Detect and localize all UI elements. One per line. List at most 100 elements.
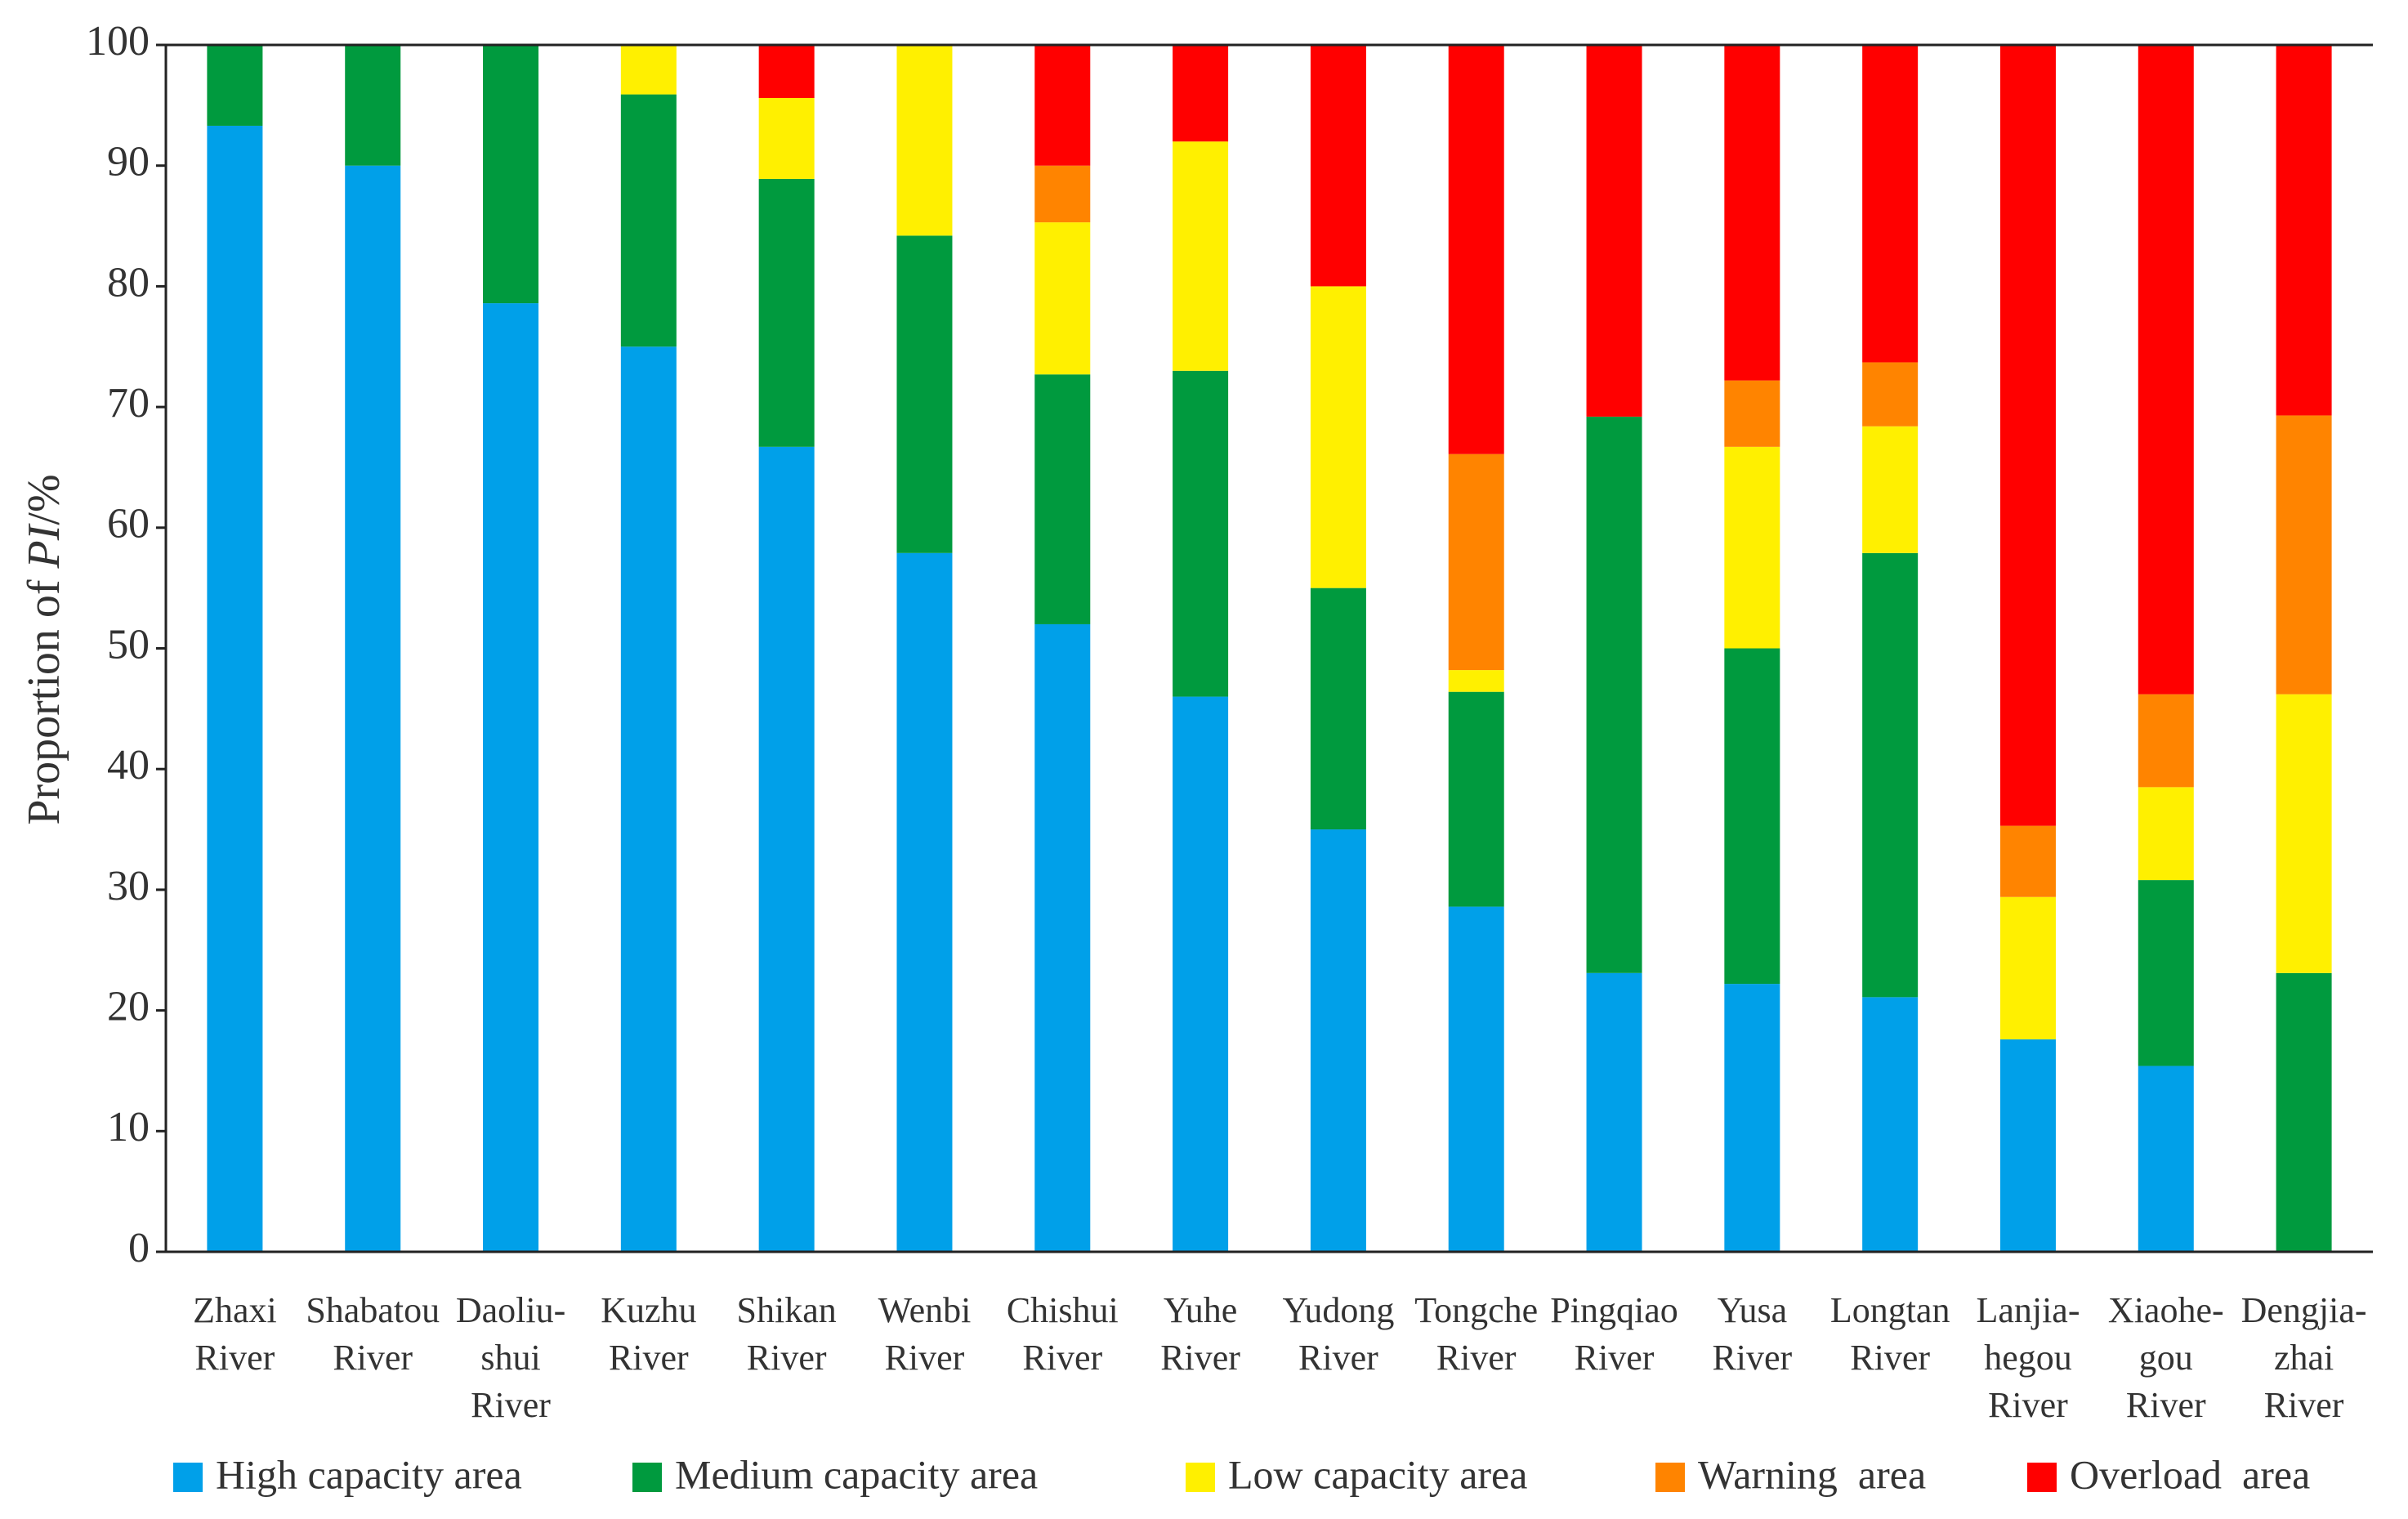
bar-segment [1862, 426, 1919, 553]
bar-segment [758, 446, 815, 1252]
legend-swatch [632, 1463, 662, 1492]
y-tick-label: 50 [107, 621, 150, 668]
y-axis-label: Proportion of PI/% [19, 474, 69, 824]
y-tick-label: 60 [107, 501, 150, 547]
bar-segment [1724, 648, 1780, 985]
x-tick-label: Yusa [1718, 1290, 1788, 1330]
y-label-part: /% [19, 474, 69, 525]
bar-segment [1034, 165, 1091, 223]
bar-segment [620, 94, 677, 347]
x-tick-label: Shikan [737, 1290, 837, 1330]
x-tick-label: Tongche [1414, 1290, 1538, 1330]
x-tick-label: Shabatou [306, 1290, 440, 1330]
y-tick-label: 90 [107, 139, 150, 185]
bar-segment [1999, 896, 2056, 1040]
bar-segment [1173, 141, 1229, 371]
x-tick-label: River [1160, 1338, 1240, 1378]
x-tick-label: shui [480, 1338, 540, 1378]
bar-segment [1310, 587, 1366, 830]
bar-segment [2276, 415, 2332, 695]
x-tick-label: River [1988, 1385, 2068, 1425]
x-tick-label: Yudong [1282, 1290, 1394, 1330]
x-tick-label: Pingqiao [1550, 1290, 1678, 1330]
legend-swatch [1655, 1463, 1685, 1492]
bar-segment [207, 125, 263, 1253]
bar-segment [1999, 45, 2056, 826]
bar-segment [2276, 972, 2332, 1252]
bar-segment [2138, 787, 2194, 881]
y-tick-label: 10 [107, 1104, 150, 1150]
legend-label: Medium capacity area [675, 1451, 1038, 1497]
bar-segment [1999, 1039, 2056, 1252]
y-tick-label: 20 [107, 984, 150, 1030]
bar-segment [896, 235, 953, 553]
bar-segment [2138, 45, 2194, 695]
x-tick-label: Dengjia- [2241, 1290, 2367, 1330]
x-tick-label: River [1850, 1338, 1930, 1378]
legend-swatch [2027, 1463, 2057, 1492]
x-tick-label: Longtan [1830, 1290, 1950, 1330]
legend-label: High capacity area [216, 1451, 522, 1497]
x-tick-label: River [2126, 1385, 2206, 1425]
y-label-part: Proportion of [19, 568, 69, 824]
y-tick-label: 40 [107, 742, 150, 789]
bar-segment [1862, 45, 1919, 363]
x-tick-label: River [2264, 1385, 2344, 1425]
bar-segment [483, 45, 539, 304]
x-tick-label: Lanjia- [1976, 1290, 2080, 1330]
bar-segment [1310, 45, 1366, 287]
x-tick-label: Chishui [1007, 1290, 1119, 1330]
y-tick-label: 0 [128, 1225, 150, 1271]
bar-segment [1173, 370, 1229, 697]
legend-label: Low capacity area [1228, 1451, 1527, 1497]
x-tick-label: River [609, 1338, 689, 1378]
bar-segment [1448, 906, 1504, 1252]
x-tick-label: River [195, 1338, 275, 1378]
y-tick-label: 80 [107, 259, 150, 306]
legend-swatch [173, 1463, 203, 1492]
x-tick-label: River [885, 1338, 965, 1378]
y-tick-label: 100 [86, 18, 150, 65]
bar-segment [758, 178, 815, 447]
bar-segment [896, 552, 953, 1252]
y-label-part: PI [19, 523, 69, 569]
bar-segment [1310, 829, 1366, 1252]
bar-segment [2138, 1066, 2194, 1252]
bar-segment [1173, 45, 1229, 142]
bar-segment [483, 303, 539, 1252]
x-tick-label: River [1575, 1338, 1655, 1378]
x-tick-label: zhai [2274, 1338, 2334, 1378]
x-tick-label: gou [2139, 1338, 2193, 1378]
bar-segment [1724, 446, 1780, 649]
bar-segment [1310, 286, 1366, 588]
bar-segment [207, 45, 263, 126]
legend-label: Warning area [1698, 1451, 1926, 1497]
x-tick-label: hegou [1984, 1338, 2072, 1378]
bar-segment [2138, 880, 2194, 1066]
x-tick-label: Daoliu- [456, 1290, 565, 1330]
bar-segment [1724, 45, 1780, 381]
bar-segment [620, 45, 677, 95]
bar-segment [1586, 45, 1642, 417]
bar-segment [1034, 374, 1091, 624]
x-tick-label: River [471, 1385, 551, 1425]
bar-segment [1862, 362, 1919, 427]
y-tick-label: 70 [107, 380, 150, 427]
bar-segment [896, 45, 953, 236]
bar-segment [2276, 43, 2332, 416]
bar-segment [345, 45, 401, 166]
x-tick-label: River [1712, 1338, 1792, 1378]
bar-segment [1448, 453, 1504, 671]
x-tick-label: Wenbi [878, 1290, 972, 1330]
bar-segment [2276, 694, 2332, 973]
bar-segment [1724, 380, 1780, 447]
x-tick-label: Xiaohe- [2108, 1290, 2224, 1330]
y-tick-label: 30 [107, 863, 150, 909]
bar-segment [1586, 416, 1642, 973]
bar-segment [1999, 825, 2056, 897]
bar-segment [1724, 984, 1780, 1252]
bar-segment [758, 45, 815, 98]
bar-segment [1173, 696, 1229, 1252]
bar-segment [1862, 552, 1919, 998]
